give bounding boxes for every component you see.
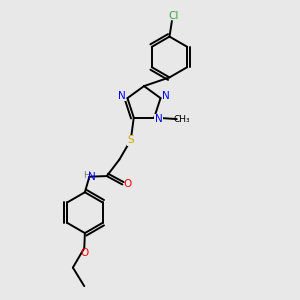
Text: H: H xyxy=(84,171,90,180)
Text: N: N xyxy=(162,91,170,101)
Text: S: S xyxy=(128,135,134,145)
Text: N: N xyxy=(118,91,126,101)
Text: Cl: Cl xyxy=(168,11,178,22)
Text: O: O xyxy=(124,179,132,190)
Text: O: O xyxy=(80,248,88,258)
Text: CH₃: CH₃ xyxy=(174,115,190,124)
Text: N: N xyxy=(88,172,96,182)
Text: N: N xyxy=(155,114,163,124)
